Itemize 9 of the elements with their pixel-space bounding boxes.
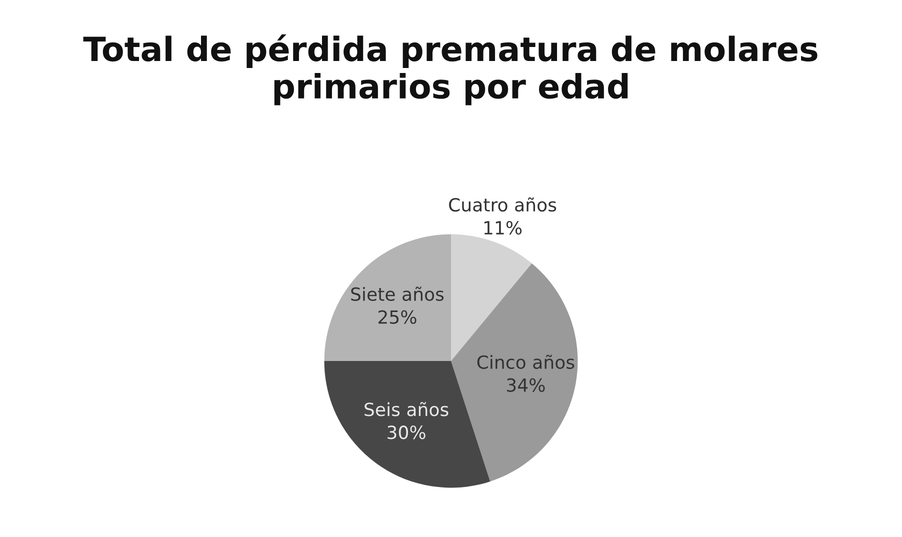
slice-label: Cuatro años (449, 197, 556, 212)
data-label: 11% (484, 220, 522, 235)
slice-label: Cinco años (477, 354, 574, 369)
data-label: 30% (388, 426, 426, 440)
data-label: 34% (507, 378, 545, 392)
data-label: 25% (378, 310, 416, 324)
slice-label: Seis años (364, 402, 448, 416)
slice-label: Siete años (351, 286, 444, 301)
chart-title: Total de pérdida prematura de molares primarios por edad (83, 34, 818, 106)
